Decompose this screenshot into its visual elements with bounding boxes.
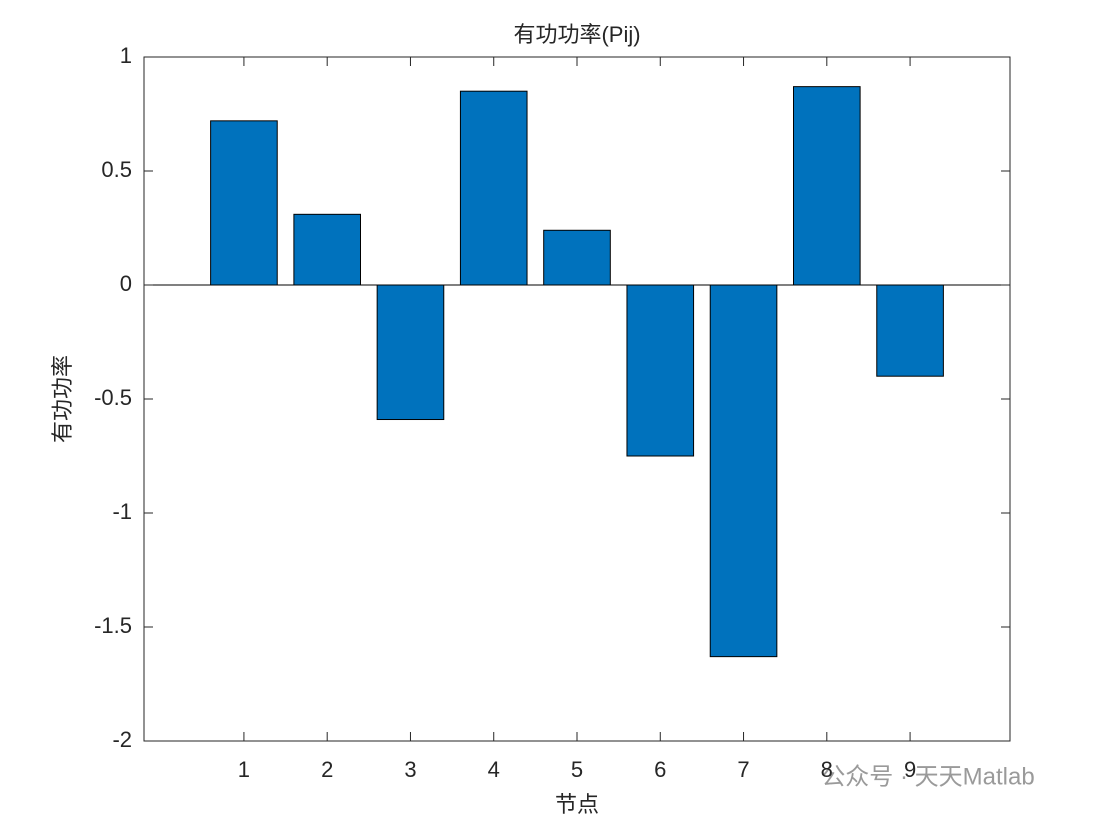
x-tick-label: 2: [321, 757, 333, 782]
x-tick-label: 3: [404, 757, 416, 782]
x-tick-label: 9: [904, 757, 916, 782]
bar: [210, 120, 278, 286]
x-tick-label: 7: [737, 757, 749, 782]
y-tick-label: -1: [112, 499, 132, 524]
y-tick-label: 0.5: [101, 157, 132, 182]
bar: [459, 90, 528, 286]
chart-title: 有功功率(Pij): [513, 22, 640, 47]
bar: [876, 284, 944, 377]
x-tick-label: 4: [488, 757, 500, 782]
watermark: 公众号 · 天天Matlab: [821, 763, 1034, 790]
y-tick-label: 1: [120, 43, 132, 68]
x-tick-label: 6: [654, 757, 666, 782]
bar: [376, 284, 445, 421]
bar: [793, 86, 861, 286]
bar: [626, 284, 695, 457]
x-tick-label: 5: [571, 757, 583, 782]
y-tick-label: 0: [120, 271, 132, 296]
y-tick-label: -0.5: [94, 385, 132, 410]
x-tick-label: 1: [238, 757, 250, 782]
y-axis-label: 有功功率: [50, 355, 75, 443]
bar: [709, 284, 778, 658]
x-tick-label: 8: [821, 757, 833, 782]
bar: [543, 229, 611, 286]
y-tick-label: -1.5: [94, 613, 132, 638]
bar: [293, 213, 361, 286]
x-axis-label: 节点: [555, 792, 599, 817]
y-tick-label: -2: [112, 727, 132, 752]
